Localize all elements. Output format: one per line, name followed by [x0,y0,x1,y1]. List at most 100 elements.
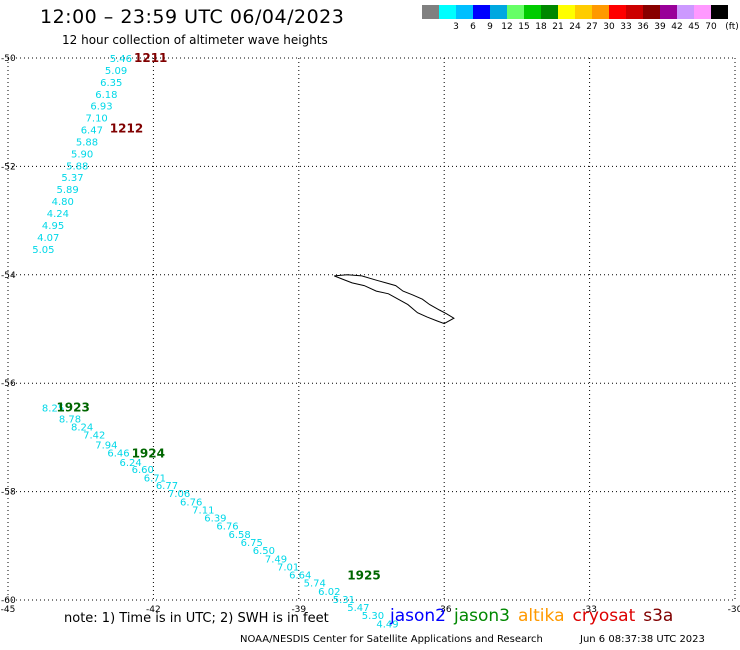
lat-tick-label: -54 [1,271,16,281]
swh-value: 7.49 [265,554,287,565]
legend-label: 27 [586,22,598,32]
lat-tick-label: -50 [1,54,16,64]
legend-unit: (ft) [725,22,739,32]
lon-tick-label: -45 [1,605,16,615]
swh-value: 6.77 [156,481,178,492]
pass-time-label: 1211 [134,51,167,65]
swh-value: 5.88 [76,137,98,148]
legend-label: 21 [552,22,564,32]
footnote: note: 1) Time is in UTC; 2) SWH is in fe… [64,611,329,626]
legend-swatch [711,5,728,19]
lon-tick-label: -30 [728,605,740,615]
legend-label: 42 [671,22,683,32]
swh-value: 6.93 [90,102,112,113]
swh-value: 7.06 [168,489,190,500]
lon-tick-label: -39 [291,605,306,615]
legend-label: 70 [705,22,717,32]
swh-value: 6.64 [289,571,311,582]
lat-tick-label: -56 [1,379,16,389]
swh-value: 7.01 [277,562,299,573]
swh-value: 5.90 [71,149,93,160]
swh-value: 6.24 [119,458,141,469]
lat-tick-label: -52 [1,162,16,172]
pass-time-label: 1923 [56,401,89,415]
legend-label: 3 [453,22,459,32]
swh-value: 7.10 [86,114,108,125]
swh-value: 4.07 [37,233,59,244]
swh-value: 5.46 [110,54,132,65]
legend-label: 36 [637,22,649,32]
swh-value: 5.89 [56,185,78,196]
swh-value: 5.74 [304,579,326,590]
swh-value: 5.47 [347,603,369,614]
swh-value: 6.18 [95,90,117,101]
satellite-jason3: jason3 [454,606,510,626]
legend-swatch [439,5,456,19]
swh-value: 6.75 [241,538,263,549]
legend-swatch [609,5,626,19]
swh-value: 8.78 [59,414,81,425]
credit-line: NOAA/NESDIS Center for Satellite Applica… [240,634,543,645]
swh-value: 8.24 [71,423,93,434]
south-georgia-coastline [334,274,455,325]
map-subtitle: 12 hour collection of altimeter wave hei… [62,33,328,47]
lon-tick-label: -42 [146,605,161,615]
legend-label: 45 [688,22,700,32]
legend-swatch [660,5,677,19]
generated-timestamp: Jun 6 08:37:38 UTC 2023 [580,634,705,645]
swh-value: 4.95 [42,221,64,232]
satellite-s3a: s3a [643,606,674,626]
swh-value: 6.71 [144,474,166,485]
satellite-altika: altika [518,606,565,626]
legend-label: 12 [501,22,513,32]
lon-tick-label: -36 [437,605,452,615]
lat-tick-label: -60 [1,596,16,606]
legend-label: 24 [569,22,581,32]
swh-value: 6.76 [216,522,238,533]
swh-value: 5.37 [61,173,83,184]
swh-value: 6.46 [107,449,129,460]
lat-tick-label: -58 [1,488,16,498]
swh-value: 6.58 [229,530,251,541]
map-title: 12:00 – 23:59 UTC 06/04/2023 [40,6,345,28]
coastline [334,274,455,325]
swh-value: 6.35 [100,78,122,89]
swh-value: 7.11 [192,505,214,516]
legend-swatch [524,5,541,19]
swh-value: 4.24 [47,209,69,220]
legend-swatch [694,5,711,19]
legend-swatch [575,5,592,19]
swh-value: 6.39 [204,514,226,525]
pass-time-label: 1925 [347,569,380,583]
swh-value: 7.42 [83,431,105,442]
swh-value: 5.88 [66,161,88,172]
legend-label: 30 [603,22,615,32]
swh-value: 5.09 [105,66,127,77]
satellite-cryosat: cryosat [572,606,636,626]
axis-tick-labels: -45 -42 -39 -36 -33 -30 -50 -52 -54 -56 -58 -60 [1,54,740,615]
swh-value: 6.02 [318,587,340,598]
legend-label: 15 [518,22,530,32]
pass-time-label: 1924 [132,447,165,461]
legend-swatch [490,5,507,19]
altimeter-tracks: 5.465.096.356.186.937.106.475.885.905.88… [32,54,398,630]
legend-label: 6 [470,22,476,32]
legend-swatch [677,5,694,19]
legend-label: 39 [654,22,666,32]
swh-value: 6.60 [132,465,154,476]
legend-swatch [507,5,524,19]
legend-swatch [626,5,643,19]
legend-swatch [643,5,660,19]
swh-value: 6.50 [253,546,275,557]
swh-value: 5.31 [333,595,355,606]
satellite-jason2: jason2 [390,606,446,626]
swh-value: 8.25 [42,404,64,415]
lon-tick-label: -33 [582,605,597,615]
pass-time-labels: 1211 1212 1923 1924 1925 [56,51,380,583]
lat-lon-grid [7,57,736,601]
legend-label: 18 [535,22,547,32]
legend-swatch [422,5,439,19]
legend-swatch [456,5,473,19]
swh-value: 4.80 [52,197,74,208]
